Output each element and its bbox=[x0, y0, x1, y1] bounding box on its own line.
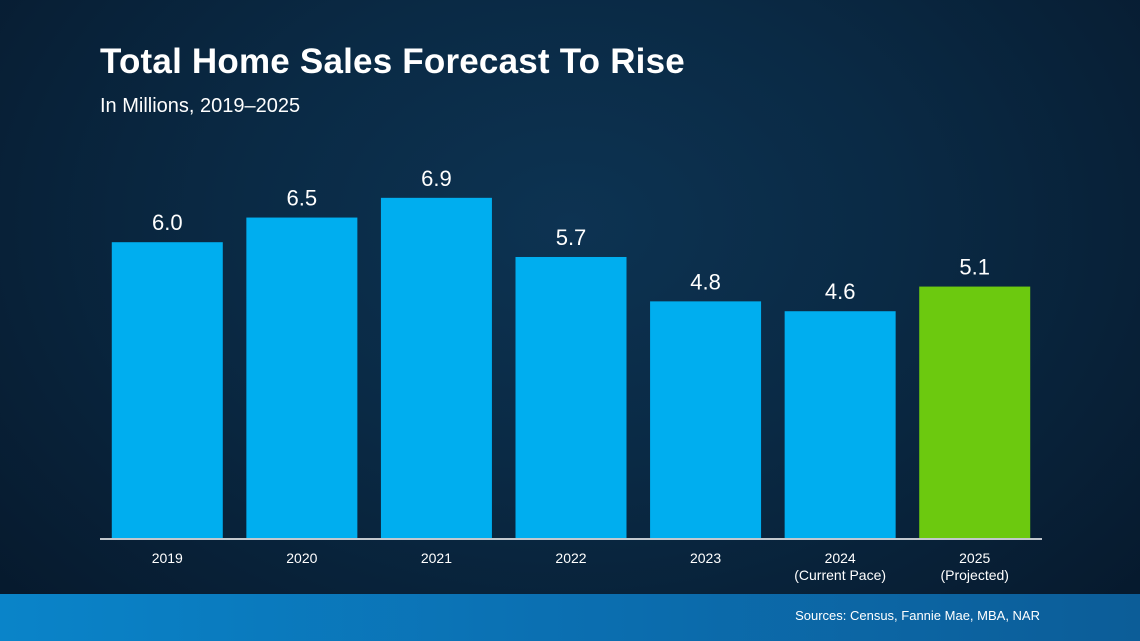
category-label-2025-note: (Projected) bbox=[940, 567, 1008, 583]
category-label-2025: 2025 bbox=[959, 550, 990, 566]
footer-bar: Sources: Census, Fannie Mae, MBA, NAR bbox=[0, 594, 1140, 641]
category-label-2020: 2020 bbox=[286, 550, 317, 566]
sources-note: Sources: Census, Fannie Mae, MBA, NAR bbox=[795, 608, 1040, 623]
category-label-2023: 2023 bbox=[690, 550, 721, 566]
value-label-2023: 4.8 bbox=[690, 269, 721, 294]
category-label-2024-note: (Current Pace) bbox=[794, 567, 886, 583]
value-label-2021: 6.9 bbox=[421, 166, 452, 191]
bar-2023 bbox=[650, 301, 762, 538]
bar-2024 bbox=[784, 311, 896, 538]
bar-2022 bbox=[515, 256, 627, 538]
category-label-2021: 2021 bbox=[421, 550, 452, 566]
bar-2021 bbox=[380, 197, 492, 538]
chart-title: Total Home Sales Forecast To Rise bbox=[100, 42, 685, 81]
bar-2025 bbox=[919, 286, 1031, 538]
value-label-2022: 5.7 bbox=[556, 225, 587, 250]
chart-subtitle: In Millions, 2019–2025 bbox=[100, 95, 301, 117]
value-label-2025: 5.1 bbox=[959, 255, 990, 280]
category-label-2019: 2019 bbox=[152, 550, 183, 566]
category-label-2024: 2024 bbox=[825, 550, 856, 566]
bar-chart: 6.0 2019 6.5 2020 6.9 2021 5.7 2022 4.8 2023 4.6 20… bbox=[111, 166, 1031, 583]
bar-2020 bbox=[246, 217, 358, 539]
bar-2019 bbox=[111, 242, 223, 538]
value-label-2019: 6.0 bbox=[152, 210, 183, 235]
category-label-2022: 2022 bbox=[555, 550, 586, 566]
value-label-2024: 4.6 bbox=[825, 279, 856, 304]
value-label-2020: 6.5 bbox=[287, 186, 318, 211]
